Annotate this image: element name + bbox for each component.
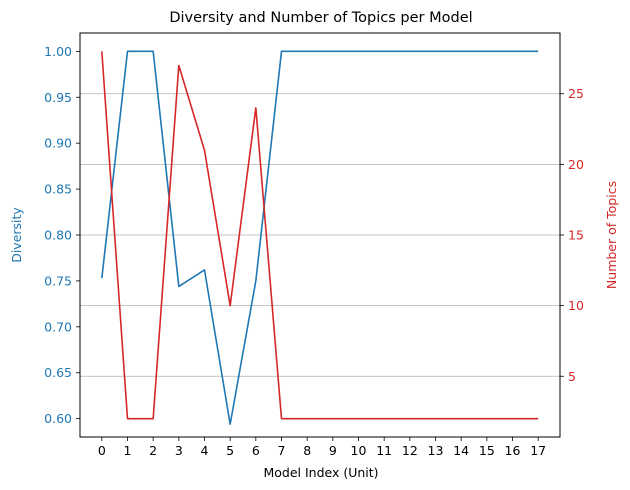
right-tick-label: 15	[568, 228, 584, 243]
grid-lines	[80, 93, 560, 377]
left-tick-label: 0.90	[44, 136, 72, 151]
left-tick-label: 0.65	[44, 365, 72, 380]
diversity-line	[101, 50, 539, 425]
x-tick-label: 4	[201, 443, 209, 458]
left-y-axis-title: Diversity	[9, 207, 24, 263]
x-tick-label: 15	[479, 443, 495, 458]
x-tick-label: 7	[278, 443, 286, 458]
left-tick-label: 0.95	[44, 90, 72, 105]
left-tick-label: 1.00	[44, 44, 72, 59]
right-tick-label: 25	[568, 86, 584, 101]
x-tick-label: 1	[124, 443, 132, 458]
left-tick-label: 0.75	[44, 273, 72, 288]
right-tick-label: 10	[568, 298, 584, 313]
x-tick-label: 9	[329, 443, 337, 458]
x-axis: 0 1 2 3 4 5 6 7 8 9 10 11 12 13 14 15 16 17	[98, 437, 546, 458]
x-tick-label: 10	[351, 443, 367, 458]
x-tick-label: 8	[303, 443, 311, 458]
series-lines	[101, 50, 539, 425]
left-tick-label: 0.85	[44, 182, 72, 197]
right-tick-label: 20	[568, 157, 584, 172]
x-tick-label: 14	[453, 443, 469, 458]
x-tick-label: 17	[530, 443, 546, 458]
right-y-axis-title: Number of Topics	[604, 181, 619, 289]
x-axis-title: Model Index (Unit)	[263, 465, 378, 480]
right-tick-label: 5	[568, 369, 576, 384]
left-tick-label: 0.60	[44, 411, 72, 426]
left-y-axis: 0.60 0.65 0.70 0.75 0.80 0.85 0.90 0.95 1.00	[44, 44, 80, 426]
x-tick-label: 13	[428, 443, 444, 458]
x-tick-label: 12	[402, 443, 418, 458]
left-tick-label: 0.70	[44, 319, 72, 334]
x-tick-label: 2	[149, 443, 157, 458]
x-tick-label: 5	[226, 443, 234, 458]
x-tick-label: 16	[505, 443, 521, 458]
x-tick-label: 6	[252, 443, 260, 458]
number-of-topics-line	[101, 51, 539, 420]
x-tick-label: 11	[376, 443, 392, 458]
chart-title: Diversity and Number of Topics per Model	[169, 10, 472, 26]
x-tick-label: 3	[175, 443, 183, 458]
right-y-axis: 5 10 15 20 25	[560, 86, 584, 384]
x-tick-label: 0	[98, 443, 106, 458]
left-tick-label: 0.80	[44, 228, 72, 243]
